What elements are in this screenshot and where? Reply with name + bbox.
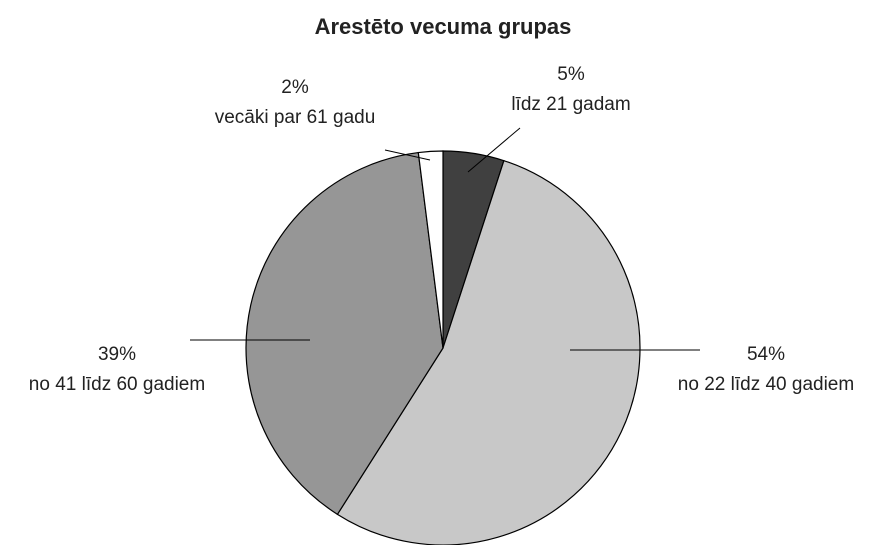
category-label: no 41 līdz 60 gadiem	[29, 374, 205, 395]
category-label: vecāki par 61 gadu	[215, 107, 376, 128]
pie-slice	[336, 159, 641, 545]
category-label: no 22 līdz 40 gadiem	[678, 374, 854, 395]
value-label: 54%	[747, 344, 785, 365]
value-label: 39%	[98, 344, 136, 365]
pie-slice	[417, 150, 444, 349]
category-label: līdz 21 gadam	[511, 94, 630, 115]
value-label: 5%	[557, 64, 585, 85]
pie-slice	[245, 151, 444, 516]
leader-line	[384, 149, 431, 161]
value-label: 2%	[281, 77, 309, 98]
chart-title: Arestēto vecuma grupas	[315, 14, 572, 39]
leader-line	[467, 127, 521, 173]
